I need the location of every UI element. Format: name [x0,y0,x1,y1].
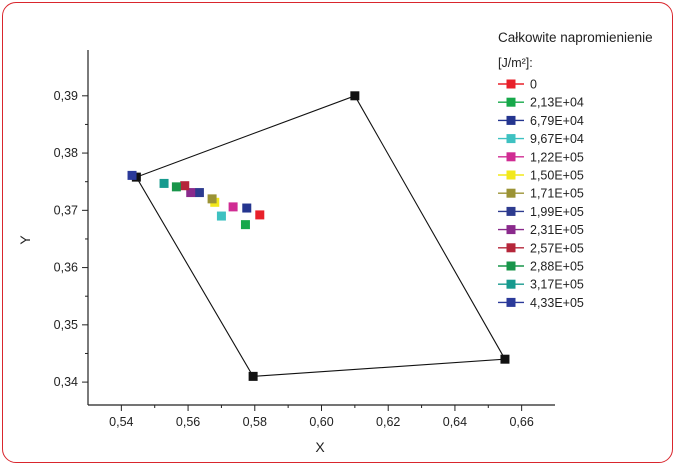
y-tick-label: 0,39 [54,89,78,103]
legend: Całkowite napromienienie [J/m²]: 0 2,13E+… [498,30,653,310]
x-tick-label: 0,54 [109,415,133,429]
y-axis-title: Y [17,235,33,245]
legend-label: 9,67E+04 [530,132,584,146]
data-point [194,188,204,198]
y-tick-label: 0,34 [54,375,78,389]
legend-label: 2,13E+04 [530,96,584,110]
polygon-vertex-marker [248,371,258,381]
data-point [240,220,250,230]
legend-marker [506,170,516,180]
x-axis-title: X [315,439,325,455]
legend-marker [506,188,516,198]
data-point [159,178,169,188]
legend-marker [506,115,516,125]
polygon-vertex-marker [350,91,360,101]
legend-label: 2,57E+05 [530,241,584,255]
y-tick-label: 0,37 [54,203,78,217]
x-tick-label: 0,66 [509,415,533,429]
polygon-vertex-marker [500,354,510,364]
data-point [207,194,217,204]
legend-marker [506,206,516,216]
legend-marker [506,79,516,89]
data-point [216,211,226,221]
data-point [127,170,137,180]
legend-label: 1,22E+05 [530,150,584,164]
x-tick-label: 0,62 [376,415,400,429]
legend-label: 3,17E+05 [530,278,584,292]
legend-label: 2,88E+05 [530,260,584,274]
legend-label: 6,79E+04 [530,114,584,128]
legend-marker [506,225,516,235]
legend-label: 1,71E+05 [530,187,584,201]
x-tick-label: 0,58 [243,415,267,429]
gamut-polygon [135,95,506,377]
x-tick-label: 0,60 [309,415,333,429]
data-point [180,181,190,191]
legend-marker [506,152,516,162]
legend-label: 1,50E+05 [530,169,584,183]
legend-marker [506,279,516,289]
data-point [186,188,196,198]
legend-marker [506,261,516,271]
x-tick-label: 0,64 [443,415,467,429]
legend-label: 1,99E+05 [530,205,584,219]
legend-marker [506,297,516,307]
data-point [171,182,181,192]
legend-marker [506,243,516,253]
legend-marker [506,134,516,144]
legend-marker [506,97,516,107]
y-tick-label: 0,35 [54,318,78,332]
legend-label: 4,33E+05 [530,296,584,310]
x-tick-label: 0,56 [176,415,200,429]
y-tick-label: 0,36 [54,261,78,275]
polygon-layer [131,91,510,381]
data-point [242,203,252,213]
legend-unit: [J/m²]: [498,56,533,70]
legend-label: 2,31E+05 [530,223,584,237]
axes: 0,54 0,56 0,58 0,60 0,62 0,64 0,66 0,34 0,35 0,36… [54,50,555,429]
data-point [228,202,238,212]
legend-title: Całkowite napromienienie [498,30,653,45]
legend-label: 0 [530,78,537,92]
y-tick-label: 0,38 [54,146,78,160]
points-layer [127,170,265,230]
data-point [255,210,265,220]
